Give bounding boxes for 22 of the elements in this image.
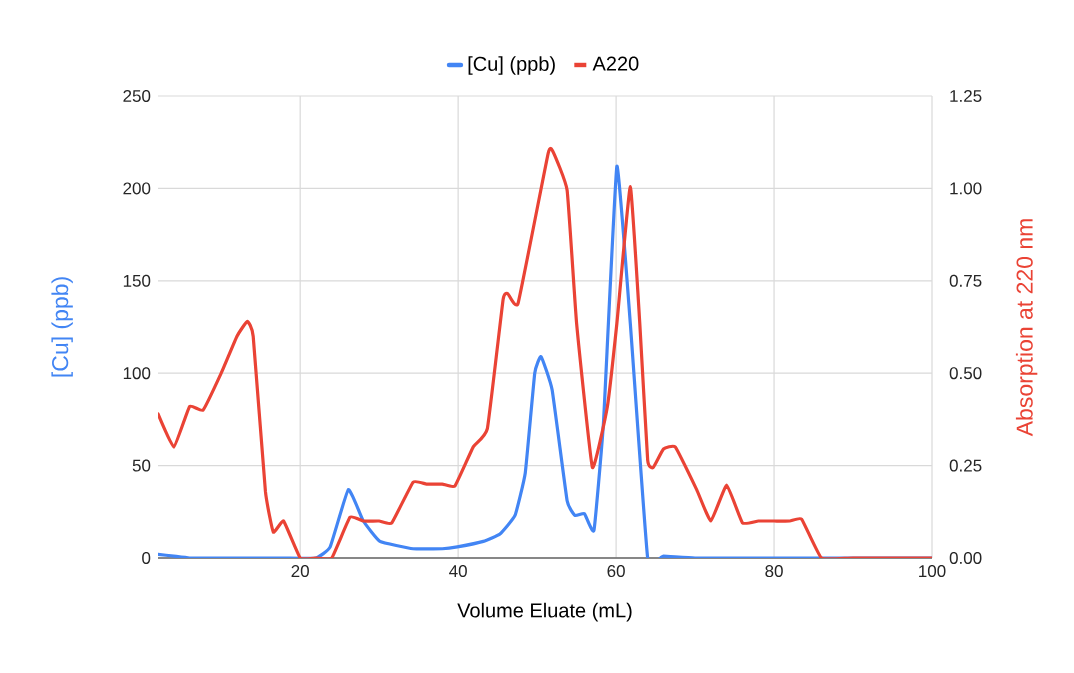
y-tick-label: 150 (123, 274, 151, 287)
x-axis-title: Volume Eluate (mL) (457, 602, 632, 622)
y-tick-label: 0 (142, 551, 151, 564)
y-tick-label: 50 (132, 459, 151, 472)
legend-label: [Cu] (ppb) (468, 56, 555, 75)
y2-tick-label: 1.25 (950, 89, 982, 102)
y2-tick-label: 1.00 (950, 182, 982, 195)
y-tick-label: 200 (123, 182, 151, 195)
legend-label: A220 (592, 56, 639, 71)
y-tick-label: 100 (123, 367, 151, 380)
y-tick-label: 250 (123, 89, 151, 102)
y2-tick-label: 0.75 (949, 274, 982, 287)
x-tick-label: 60 (607, 565, 625, 578)
y2-tick-label: 0.25 (949, 459, 982, 472)
y2-tick-label: 0.00 (949, 551, 982, 564)
y2-tick-label: 0.50 (949, 367, 982, 380)
y2-axis-title: Absorption at 220 nm (1015, 219, 1038, 437)
y-axis-title: [Cu] (ppb) (51, 277, 73, 377)
x-tick-label: 20 (291, 565, 309, 578)
x-tick-label: 80 (765, 565, 783, 578)
x-tick-label: 100 (919, 565, 946, 578)
x-tick-label: 40 (449, 565, 467, 578)
